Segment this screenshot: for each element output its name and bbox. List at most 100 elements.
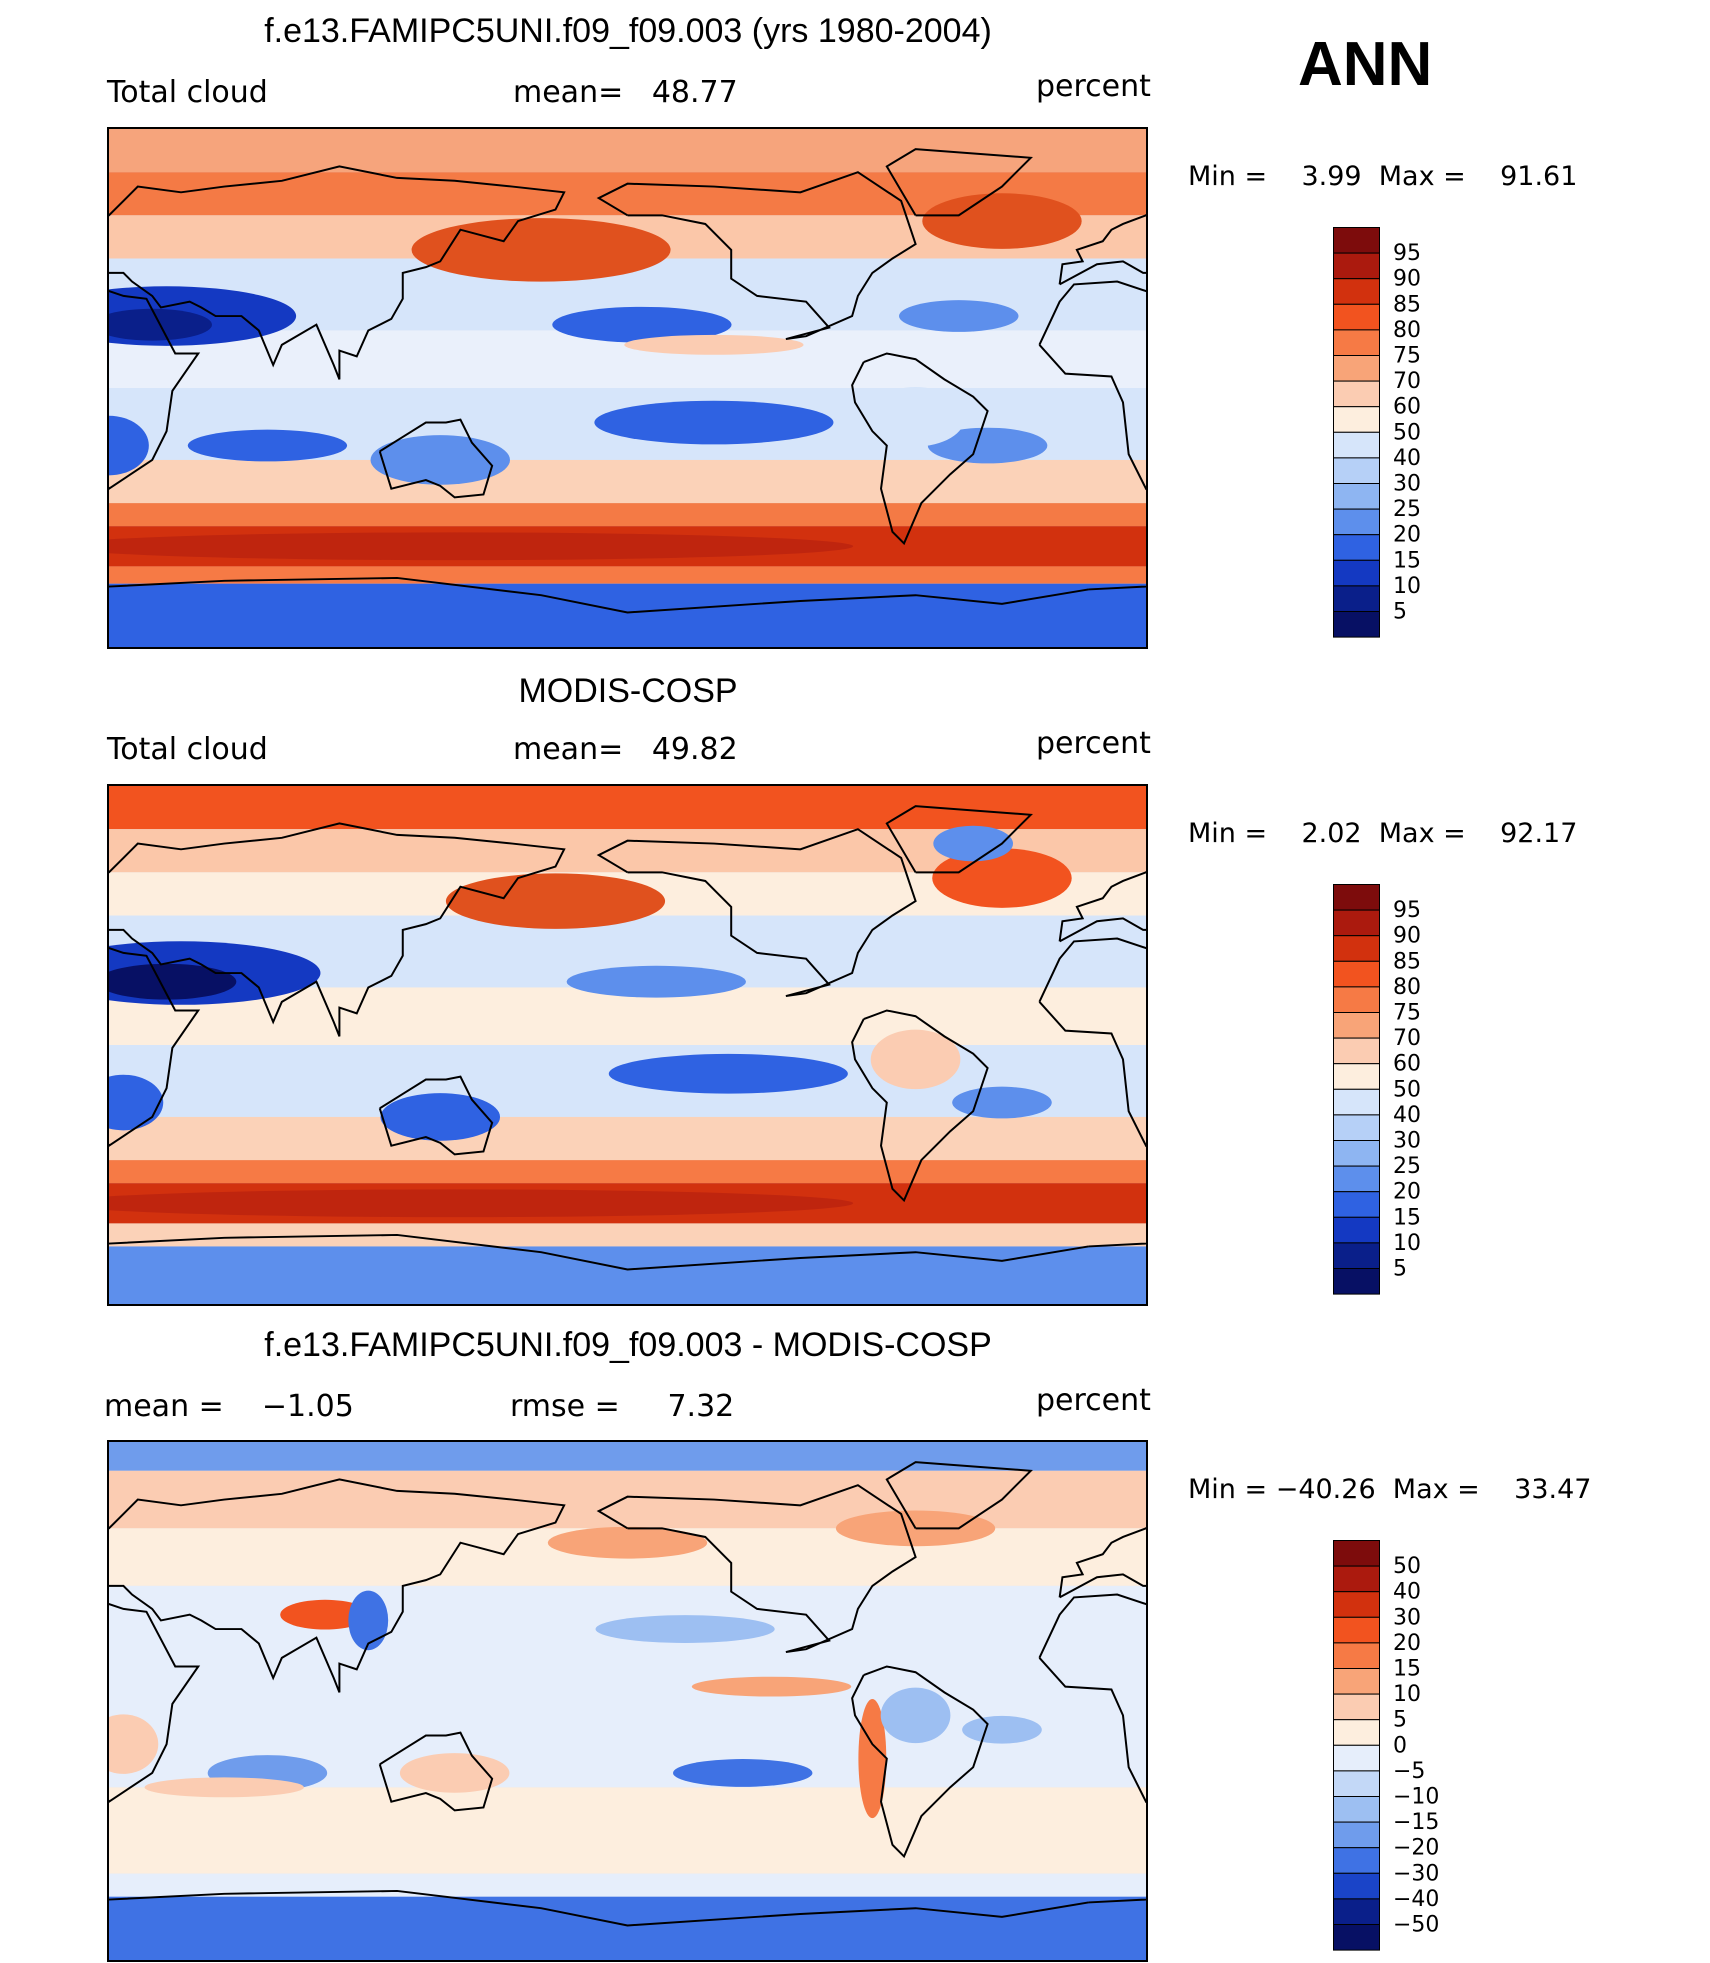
panel-3-colorbar: 50 40 30 20 15 10 5 0 −5 −10 −15 −20 −30 −40 −50 — [1333, 1540, 1533, 1955]
colorbar-box — [1333, 1719, 1380, 1746]
colorbar-tick-label: 70 — [1393, 1026, 1421, 1051]
colorbar-tick-label: 90 — [1393, 267, 1421, 292]
colorbar-tick-label: 50 — [1393, 420, 1421, 445]
colorbar-tick-label: 30 — [1393, 1605, 1421, 1630]
colorbar-box — [1333, 960, 1380, 988]
colorbar-tick-label: 0 — [1393, 1733, 1407, 1758]
colorbar-box — [1333, 252, 1380, 280]
colorbar-box — [1333, 884, 1380, 911]
colorbar-box — [1333, 559, 1380, 587]
colorbar-tick-label: 15 — [1393, 1657, 1421, 1682]
colorbar-box — [1333, 329, 1380, 357]
colorbar-tick-label: 20 — [1393, 1631, 1421, 1656]
colorbar-tick-label: −5 — [1393, 1759, 1425, 1784]
colorbar-box — [1333, 1140, 1380, 1167]
colorbar-box — [1333, 534, 1380, 561]
panel-3-title: f.e13.FAMIPC5UNI.f09_f09.003 - MODIS-COS… — [264, 1326, 992, 1364]
colorbar-box — [1333, 431, 1380, 459]
cloud-field — [109, 1442, 1146, 1960]
colorbar-tick-label: 75 — [1393, 344, 1421, 369]
colorbar-tick-label: −30 — [1393, 1861, 1439, 1886]
colorbar-tick-label: 10 — [1393, 1682, 1421, 1707]
panel-3-map — [107, 1440, 1148, 1962]
colorbar-box — [1333, 227, 1380, 254]
colorbar-box — [1333, 1165, 1380, 1193]
colorbar-boxes — [1333, 884, 1380, 1295]
colorbar-tick-label: 40 — [1393, 1103, 1421, 1128]
colorbar-box — [1333, 278, 1380, 305]
colorbar-tick-label: −50 — [1393, 1913, 1439, 1938]
coastlines — [109, 805, 1146, 1271]
colorbar-tick-label: 95 — [1393, 241, 1421, 266]
cloud-field — [109, 786, 1146, 1304]
colorbar-tick-label: 10 — [1393, 1231, 1421, 1256]
colorbar-box — [1333, 611, 1380, 638]
panel-1-mean-label: mean= 48.77 — [513, 75, 738, 110]
colorbar-tick-label: 25 — [1393, 497, 1421, 522]
panel-3-minmax: Min = −40.26 Max = 33.47 — [1188, 1474, 1592, 1505]
colorbar-box — [1333, 1012, 1380, 1039]
panel-2-title: MODIS-COSP — [518, 672, 738, 710]
colorbar-box — [1333, 1796, 1380, 1823]
panel-2-colorbar: 95 90 85 80 75 70 60 50 40 30 25 20 15 10 5 — [1333, 884, 1533, 1299]
colorbar-tick-label: 40 — [1393, 1580, 1421, 1605]
colorbar-tick-label: 60 — [1393, 1052, 1421, 1077]
colorbar-tick-label: 80 — [1393, 318, 1421, 343]
colorbar-box — [1333, 1191, 1380, 1218]
colorbar-box — [1333, 585, 1380, 612]
panel-2-units-label: percent — [1036, 726, 1151, 761]
panel-1-colorbar: 95 90 85 80 75 70 60 50 40 30 25 20 15 10 5 — [1333, 227, 1533, 642]
colorbar-tick-label: 40 — [1393, 446, 1421, 471]
colorbar-tick-label: 5 — [1393, 1257, 1407, 1282]
colorbar-tick-label: 30 — [1393, 472, 1421, 497]
colorbar-box — [1333, 355, 1380, 382]
panel-1-map — [107, 127, 1148, 649]
colorbar-box — [1333, 303, 1380, 331]
colorbar-tick-label: 95 — [1393, 898, 1421, 923]
colorbar-box — [1333, 1693, 1380, 1721]
panel-1-variable-label: Total cloud — [107, 75, 268, 110]
colorbar-box — [1333, 1898, 1380, 1925]
colorbar-tick-label: 15 — [1393, 1205, 1421, 1230]
colorbar-tick-label: 30 — [1393, 1129, 1421, 1154]
colorbar-box — [1333, 1924, 1380, 1951]
colorbar-tick-label: −10 — [1393, 1785, 1439, 1810]
colorbar-tick-label: 50 — [1393, 1554, 1421, 1579]
panel-1-title: f.e13.FAMIPC5UNI.f09_f09.003 (yrs 1980-2… — [264, 12, 992, 50]
colorbar-box — [1333, 1114, 1380, 1141]
colorbar-tick-label: 75 — [1393, 1001, 1421, 1026]
coastlines — [109, 148, 1146, 614]
colorbar-tick-label: 10 — [1393, 574, 1421, 599]
colorbar-box — [1333, 1668, 1380, 1695]
colorbar-box — [1333, 1616, 1380, 1644]
colorbar-box — [1333, 508, 1380, 536]
colorbar-tick-label: 25 — [1393, 1154, 1421, 1179]
colorbar-box — [1333, 1540, 1380, 1567]
colorbar-tick-label: 5 — [1393, 600, 1407, 625]
colorbar-tick-label: 90 — [1393, 924, 1421, 949]
colorbar-box — [1333, 1037, 1380, 1065]
coastlines — [109, 1461, 1146, 1927]
colorbar-box — [1333, 1216, 1380, 1244]
colorbar-boxes — [1333, 227, 1380, 638]
colorbar-box — [1333, 1847, 1380, 1874]
colorbar-tick-label: 60 — [1393, 395, 1421, 420]
colorbar-tick-label: −15 — [1393, 1810, 1439, 1835]
colorbar-box — [1333, 457, 1380, 484]
colorbar-box — [1333, 1770, 1380, 1797]
cloud-field — [109, 129, 1146, 647]
panel-1-minmax: Min = 3.99 Max = 91.61 — [1188, 161, 1578, 192]
panel-2-minmax: Min = 2.02 Max = 92.17 — [1188, 818, 1578, 849]
colorbar-box — [1333, 935, 1380, 962]
colorbar-tick-label: 20 — [1393, 1180, 1421, 1205]
colorbar-tick-label: 80 — [1393, 975, 1421, 1000]
panel-1-units-label: percent — [1036, 69, 1151, 104]
colorbar-box — [1333, 1821, 1380, 1849]
colorbar-tick-label: 85 — [1393, 949, 1421, 974]
panel-2-mean-label: mean= 49.82 — [513, 732, 738, 767]
colorbar-box — [1333, 1591, 1380, 1618]
colorbar-tick-label: 85 — [1393, 292, 1421, 317]
season-label: ANN — [1298, 30, 1433, 99]
colorbar-tick-label: 70 — [1393, 369, 1421, 394]
colorbar-box — [1333, 1088, 1380, 1116]
